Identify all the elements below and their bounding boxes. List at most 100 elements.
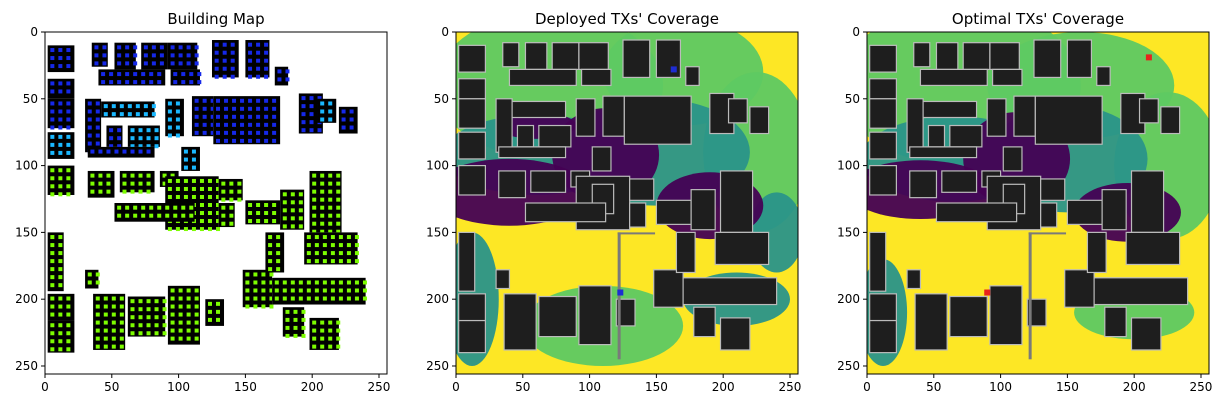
tx-marker [138, 173, 143, 178]
tx-marker [189, 205, 194, 210]
tx-marker [320, 229, 325, 234]
tx-marker [338, 280, 343, 285]
tx-marker [194, 106, 199, 111]
tx-marker [272, 138, 277, 143]
tx-marker [119, 104, 124, 109]
tx-marker [141, 72, 146, 77]
tx-marker [237, 197, 242, 202]
tx-marker [229, 189, 234, 194]
tx-marker [328, 181, 333, 186]
tx-marker [50, 259, 55, 264]
tx-marker [256, 114, 261, 119]
y-tick-label: 0 [852, 25, 860, 39]
tx-marker [264, 138, 269, 143]
tx-marker [181, 80, 186, 85]
tx-marker [95, 117, 100, 122]
building-block [989, 285, 1023, 346]
tx-marker [216, 203, 220, 207]
tx-marker [354, 288, 359, 293]
tx-marker [154, 144, 159, 149]
tx-marker [119, 336, 124, 341]
tx-marker [322, 243, 327, 248]
tx-marker [272, 130, 277, 135]
tx-marker [320, 109, 325, 114]
tx-marker [58, 235, 63, 240]
tx-marker [109, 144, 114, 149]
tx-marker [354, 280, 359, 285]
tx-marker [162, 323, 167, 328]
tx-marker [248, 138, 253, 143]
tx-marker [328, 117, 333, 122]
tx-marker [221, 197, 226, 202]
tx-marker [50, 81, 55, 86]
tx-marker [229, 181, 234, 186]
tx-marker [117, 136, 122, 141]
tx-marker [102, 53, 107, 58]
tx-marker [50, 304, 55, 309]
building-block [869, 231, 887, 292]
tx-marker [240, 130, 245, 135]
tx-marker [90, 189, 95, 194]
tx-marker [269, 288, 274, 293]
tx-marker [66, 304, 71, 309]
building-block [602, 95, 625, 137]
tx-marker [290, 296, 295, 301]
tx-marker [50, 283, 55, 288]
tx-marker [138, 136, 143, 141]
tx-marker [183, 149, 188, 154]
tx-marker [146, 331, 151, 336]
building-block [503, 293, 537, 351]
tx-marker [312, 344, 317, 349]
tx-marker [237, 181, 242, 186]
x-tick-label: 0 [41, 380, 49, 394]
tx-marker [282, 200, 287, 205]
tx-marker [111, 336, 116, 341]
tx-marker [95, 109, 100, 114]
building-block [615, 298, 636, 327]
building-block [655, 39, 682, 79]
building-block [458, 293, 486, 322]
tx-marker [253, 280, 258, 285]
tx-marker [117, 80, 122, 85]
building-block [458, 131, 486, 160]
tx-marker [111, 344, 116, 349]
tx-marker [170, 336, 175, 341]
tx-marker [141, 80, 146, 85]
tx-marker [151, 112, 156, 117]
tx-marker [170, 45, 175, 50]
tx-marker [312, 336, 317, 341]
tx-marker [154, 136, 159, 141]
tx-marker [102, 45, 107, 50]
tx-marker [58, 296, 63, 301]
tx-marker [94, 53, 99, 58]
tx-marker [149, 80, 154, 85]
tx-marker [328, 229, 333, 234]
tx-marker [95, 312, 100, 317]
tx-marker [127, 112, 132, 117]
tx-marker [312, 173, 317, 178]
tx-marker [50, 251, 55, 256]
tx-marker [109, 128, 114, 133]
tx-marker [194, 130, 199, 135]
tx-marker [306, 251, 311, 256]
tx-marker [269, 280, 274, 285]
tx-marker [106, 173, 111, 178]
tx-marker [317, 96, 322, 101]
building-block [578, 42, 609, 71]
tx-marker [87, 133, 92, 138]
tx-marker [109, 72, 114, 77]
tx-marker [159, 61, 164, 66]
tx-marker [336, 189, 341, 194]
building-block [919, 68, 988, 87]
tx-marker [50, 176, 55, 181]
tx-marker [199, 211, 204, 216]
tx-marker [130, 149, 135, 154]
building-block [727, 98, 748, 124]
tx-marker [103, 104, 108, 109]
building-block [458, 319, 486, 354]
y-tick-label: 250 [426, 359, 449, 373]
tx-marker [66, 56, 71, 61]
tx-marker [216, 211, 220, 216]
tx-marker [248, 50, 253, 55]
tx-marker [202, 122, 207, 127]
